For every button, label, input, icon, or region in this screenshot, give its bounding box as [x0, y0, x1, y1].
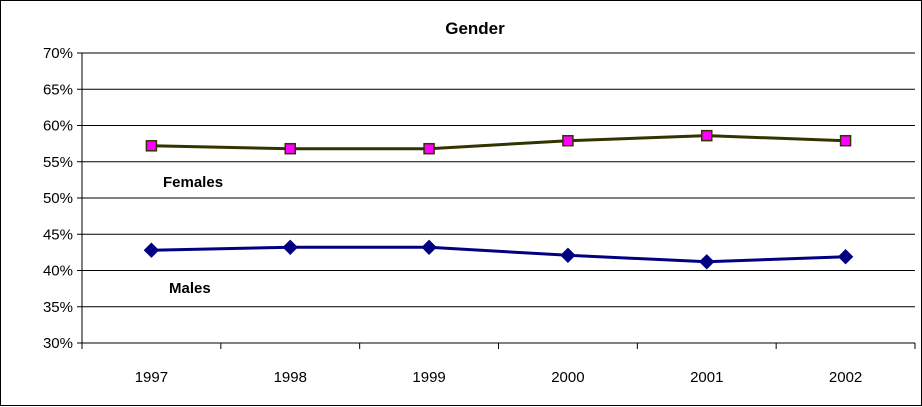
series-lines — [143, 129, 854, 270]
x-tick-label: 2000 — [551, 369, 584, 386]
data-point-males — [282, 239, 298, 256]
y-tick-label: 50% — [43, 190, 73, 207]
data-point-females — [284, 142, 296, 155]
data-point-females — [562, 134, 574, 147]
y-axis-tick-labels: 30% 35% 40% 45% 50% 55% 60% 65% 70% — [43, 45, 73, 352]
series-labels: Females Males — [163, 174, 223, 297]
data-point-males — [421, 239, 437, 256]
data-point-males — [837, 249, 854, 265]
chart-title: Gender — [445, 19, 505, 38]
data-point-females — [145, 140, 158, 152]
y-tick-label: 40% — [43, 263, 73, 280]
y-tick-label: 65% — [43, 81, 73, 98]
y-tick-label: 35% — [43, 299, 73, 316]
x-tick-label: 1997 — [135, 369, 168, 386]
axes — [77, 52, 916, 349]
series-label-males: Males — [169, 280, 211, 297]
data-point-males — [699, 254, 715, 270]
series-line-males — [151, 245, 846, 264]
series-line-females — [151, 134, 846, 151]
x-tick-label: 2001 — [690, 369, 723, 386]
x-tick-label: 2002 — [829, 369, 862, 386]
data-point-males — [560, 247, 576, 263]
x-tick-label: 1998 — [274, 369, 307, 386]
y-tick-label: 45% — [43, 226, 73, 243]
x-axis-tick-labels: 1997 1998 1999 2000 2001 2002 — [135, 369, 863, 386]
series-label-females: Females — [163, 174, 223, 191]
y-tick-label: 55% — [43, 154, 73, 171]
data-point-females — [839, 134, 852, 147]
y-tick-label: 30% — [43, 335, 73, 352]
data-point-females — [701, 129, 713, 142]
data-point-females — [423, 142, 435, 155]
gridlines — [82, 52, 915, 308]
y-tick-label: 70% — [43, 45, 73, 62]
data-point-males — [143, 242, 160, 258]
x-tick-label: 1999 — [412, 369, 445, 386]
y-tick-label: 60% — [43, 118, 73, 135]
